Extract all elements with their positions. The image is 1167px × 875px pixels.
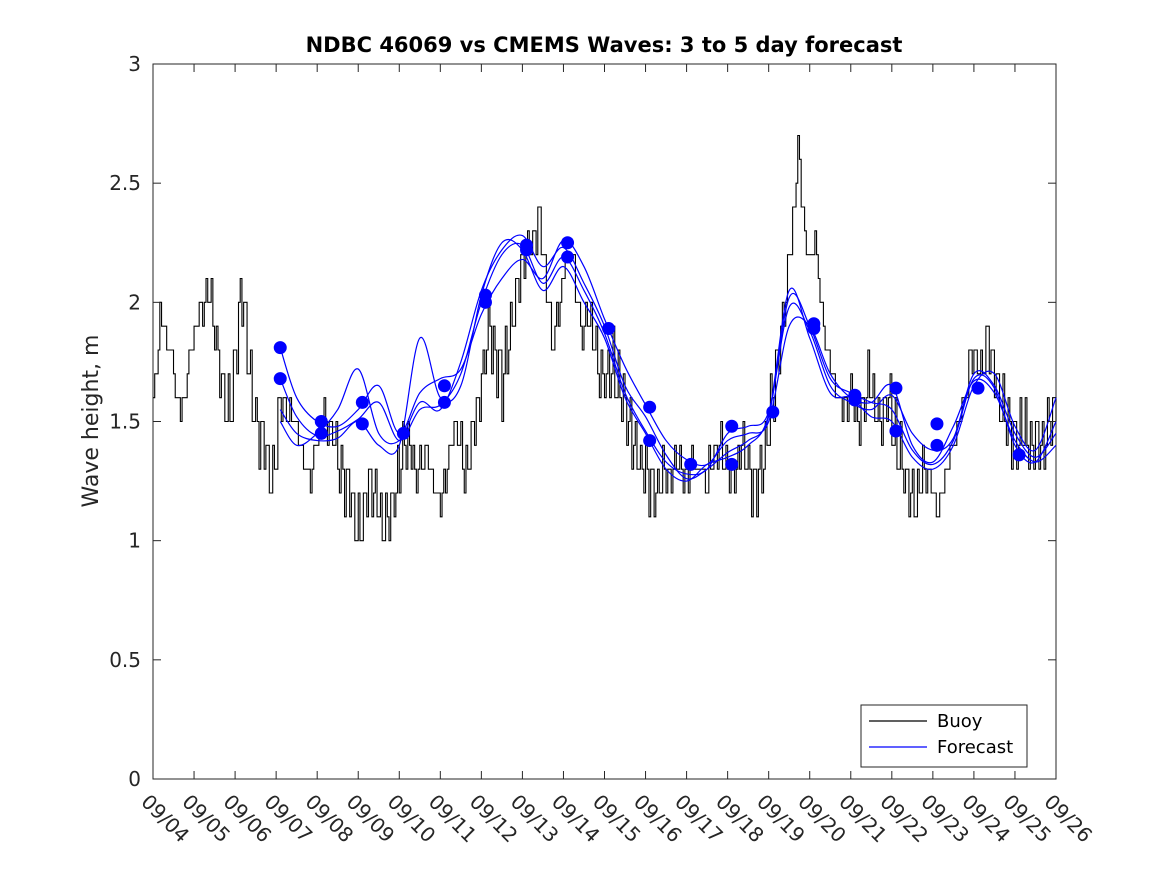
forecast-point: [561, 250, 575, 264]
chart-title: NDBC 46069 vs CMEMS Waves: 3 to 5 day fo…: [306, 33, 903, 57]
y-tick-label: 1.5: [109, 410, 141, 434]
forecast-point: [725, 457, 739, 471]
y-tick-label: 0.5: [109, 648, 141, 672]
y-tick-label: 2: [128, 290, 141, 314]
legend: Buoy Forecast: [860, 704, 1028, 768]
forecast-point: [273, 372, 287, 386]
forecast-point: [848, 393, 862, 407]
forecast-point: [437, 395, 451, 409]
forecast-point: [314, 415, 328, 428]
forecast-point: [725, 419, 739, 433]
forecast-point: [1012, 448, 1026, 462]
forecast-point: [971, 381, 985, 395]
forecast-point: [684, 457, 698, 471]
forecast-point: [273, 341, 287, 355]
forecast-point: [520, 243, 534, 257]
legend-buoy-label: Buoy: [937, 711, 983, 732]
forecast-point: [643, 400, 657, 414]
buoy-line: [153, 134, 1057, 542]
legend-box: [860, 704, 1028, 768]
forecast-point: [478, 295, 492, 309]
forecast-point: [807, 322, 821, 336]
forecast-point: [930, 438, 944, 452]
forecast-point: [930, 417, 944, 431]
forecast-point: [889, 381, 903, 395]
forecast-line: [279, 239, 1057, 467]
forecast-point: [602, 322, 616, 336]
forecast-point: [643, 434, 657, 448]
y-tick-label: 2.5: [109, 171, 141, 195]
forecast-point: [889, 424, 903, 438]
y-axis-label: Wave height, m: [79, 335, 104, 508]
y-tick-label: 1: [128, 529, 141, 553]
forecast-point: [437, 379, 451, 393]
forecast-point: [561, 236, 575, 250]
x-tick-label: 09/26: [1039, 790, 1097, 848]
forecast-point: [314, 426, 328, 440]
forecast-point: [766, 405, 780, 419]
legend-forecast-label: Forecast: [937, 737, 1013, 758]
forecast-point: [355, 395, 369, 409]
forecast-point: [396, 426, 410, 440]
forecast-points-layer: [273, 236, 1026, 471]
y-tick-label: 0: [128, 767, 141, 791]
y-tick-label: 3: [128, 52, 141, 76]
buoy-series-layer: [153, 134, 1057, 542]
forecast-point: [355, 417, 369, 431]
forecast-line: [279, 238, 1057, 482]
